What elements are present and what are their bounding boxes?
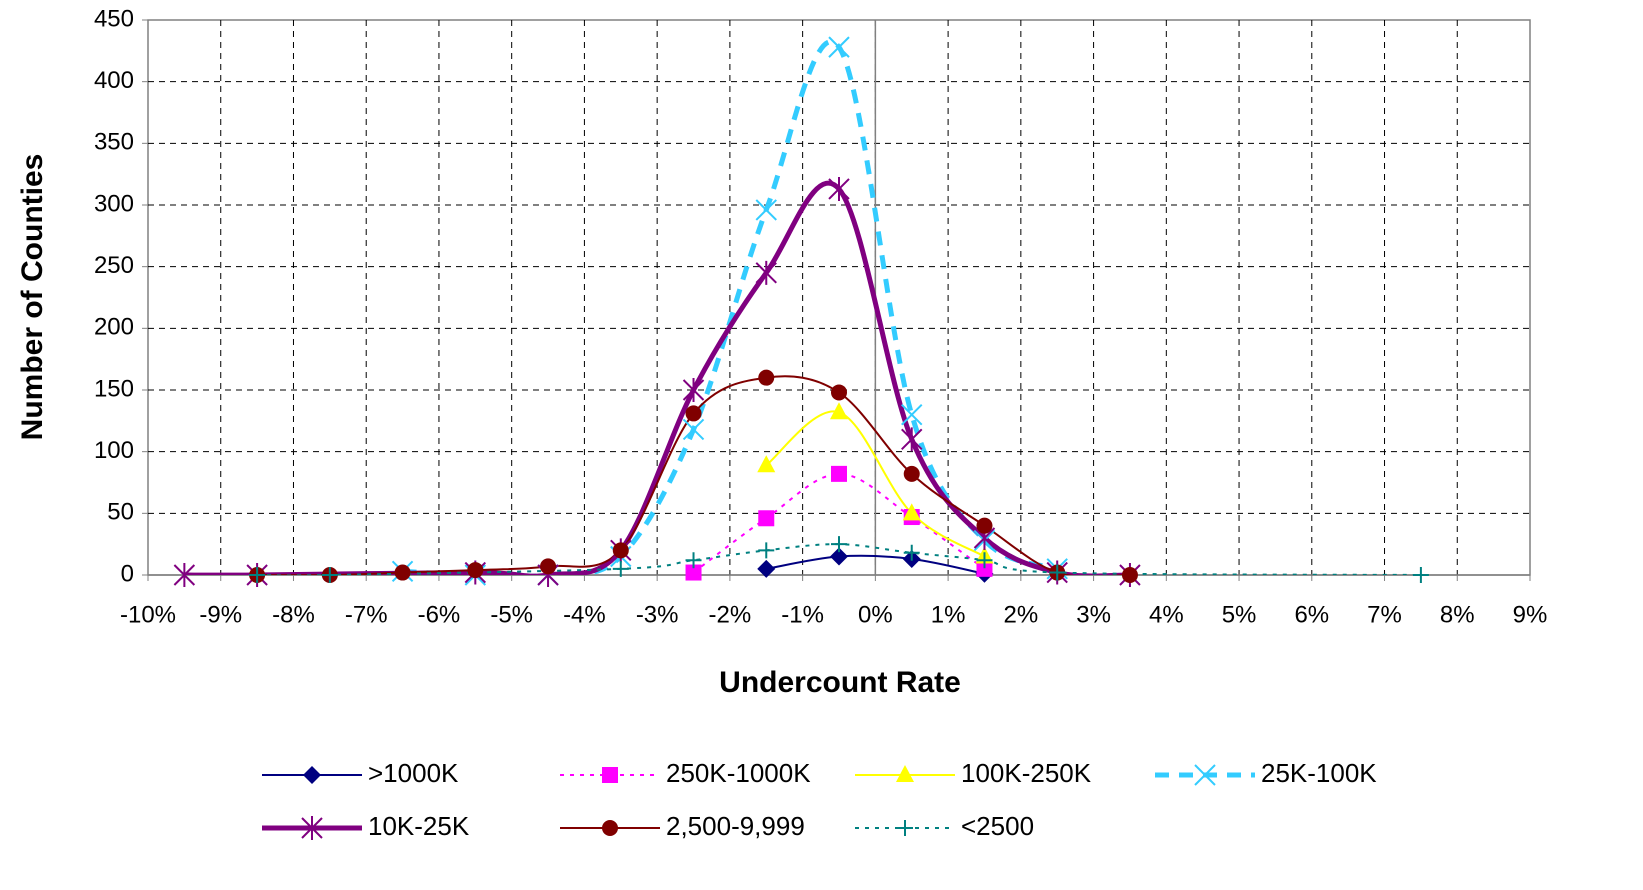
marker [301, 816, 323, 840]
marker [612, 542, 629, 559]
legend-label: <2500 [961, 811, 1034, 841]
marker [976, 552, 993, 569]
marker [173, 563, 196, 587]
marker [755, 199, 777, 221]
marker [902, 503, 921, 521]
x-tick-label: -8% [272, 601, 315, 628]
marker [831, 465, 847, 482]
legend-label: 2,500-9,999 [666, 811, 805, 841]
series-line [765, 410, 985, 558]
marker [467, 562, 484, 579]
x-tick-label: 3% [1076, 601, 1111, 628]
x-tick-label: -10% [120, 601, 176, 628]
legend-label: >1000K [368, 758, 459, 788]
x-tick-label: 7% [1367, 601, 1402, 628]
marker [901, 403, 923, 426]
marker [830, 402, 848, 420]
marker [896, 765, 914, 782]
marker [976, 517, 993, 534]
marker [758, 510, 775, 527]
y-tick-label: 400 [94, 67, 134, 94]
y-tick-label: 100 [94, 437, 134, 464]
legend-label: 250K-1000K [666, 758, 811, 788]
marker [685, 552, 702, 569]
marker [685, 405, 702, 422]
marker [249, 567, 266, 583]
x-tick-label: -4% [563, 601, 606, 628]
x-tick-label: 6% [1294, 601, 1329, 628]
x-tick-label: 8% [1440, 601, 1475, 628]
marker [685, 564, 702, 581]
x-tick-label: 4% [1149, 601, 1184, 628]
marker [903, 544, 920, 561]
legend-label: 10K-25K [368, 811, 470, 841]
marker [1194, 764, 1216, 786]
x-tick-label: -7% [345, 601, 388, 628]
y-tick-label: 450 [94, 5, 134, 32]
marker [897, 820, 913, 836]
marker [758, 369, 775, 386]
marker [828, 36, 850, 58]
x-tick-label: -5% [490, 601, 533, 628]
x-tick-label: -3% [636, 601, 679, 628]
y-tick-label: 200 [94, 314, 134, 341]
marker [757, 455, 776, 473]
legend-label: 25K-100K [1261, 758, 1377, 788]
y-tick-label: 150 [94, 375, 134, 402]
x-tick-label: 0% [858, 601, 893, 628]
y-tick-label: 0 [121, 560, 134, 587]
marker [612, 560, 629, 577]
y-tick-label: 250 [94, 252, 134, 279]
x-tick-label: -6% [418, 601, 461, 628]
x-tick-label: -9% [199, 601, 242, 628]
marker [602, 767, 618, 783]
marker [682, 378, 705, 402]
series-line [766, 554, 985, 575]
x-tick-label: -2% [709, 601, 752, 628]
x-tick-label: 1% [931, 601, 966, 628]
plot-area [147, 19, 1531, 576]
marker [540, 558, 557, 575]
marker [682, 418, 705, 441]
marker [1121, 567, 1138, 583]
x-tick-label: 2% [1003, 601, 1038, 628]
marker [602, 820, 618, 836]
series-line [692, 472, 986, 574]
x-tick-label: 5% [1222, 601, 1257, 628]
marker [755, 260, 777, 285]
marker [901, 427, 923, 452]
marker [976, 560, 993, 577]
y-tick-label: 300 [94, 190, 134, 217]
marker [303, 766, 321, 784]
marker [831, 384, 847, 401]
legend-label: 100K-250K [961, 758, 1092, 788]
marker [1049, 564, 1066, 581]
x-tick-label: 9% [1513, 601, 1548, 628]
x-axis-title: Undercount Rate [719, 666, 961, 699]
marker [394, 564, 411, 581]
x-tick-label: -1% [781, 601, 824, 628]
y-tick-label: 50 [107, 499, 134, 526]
marker [828, 176, 850, 201]
marker [321, 567, 338, 583]
marker [903, 465, 920, 482]
marker [831, 536, 847, 553]
marker [757, 559, 776, 578]
marker [830, 547, 848, 566]
y-tick-label: 350 [94, 129, 134, 156]
y-axis-title: Number of Counties [16, 154, 49, 441]
marker [1412, 567, 1429, 583]
marker [758, 542, 775, 559]
